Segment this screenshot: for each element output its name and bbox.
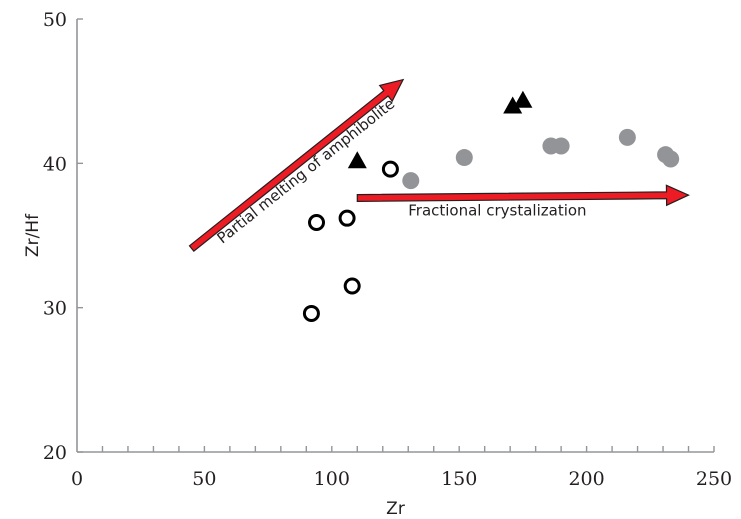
gray-circle-point bbox=[618, 128, 636, 146]
open-circle-point bbox=[343, 277, 361, 295]
fractional-crystallization-arrow bbox=[356, 184, 690, 207]
gray-circle-point bbox=[662, 150, 680, 168]
marks-layer bbox=[302, 90, 680, 322]
gray-circle-point bbox=[552, 137, 570, 155]
gray-circle-point bbox=[402, 172, 420, 190]
open-circle-point bbox=[302, 304, 320, 322]
open-circle-point bbox=[338, 209, 356, 227]
x-tick-label: 0 bbox=[71, 468, 83, 490]
y-tick-label: 30 bbox=[43, 298, 67, 320]
x-tick-label: 50 bbox=[192, 468, 216, 490]
y-tick-label: 50 bbox=[43, 9, 67, 31]
gray-circle-point bbox=[455, 149, 473, 167]
open-circle-point bbox=[381, 160, 399, 178]
x-tick-label: 250 bbox=[696, 468, 732, 490]
axes-layer: 20 30 40 50 0 50 100 150 200 250 bbox=[43, 9, 732, 490]
y-axis-title: Zr/Hf bbox=[23, 213, 43, 257]
partial-melting-arrow bbox=[188, 78, 405, 252]
annotation-layer: Partial melting of amphibolite Fractional… bbox=[188, 78, 690, 252]
triangle-point bbox=[503, 96, 523, 114]
partial-melting-arrow-label: Partial melting of amphibolite bbox=[213, 95, 398, 248]
y-tick-label: 20 bbox=[43, 442, 67, 464]
x-tick-label: 100 bbox=[314, 468, 350, 490]
fractional-crystallization-arrow-label: Fractional crystalization bbox=[408, 201, 586, 219]
triangle-point bbox=[347, 151, 367, 169]
y-tick-label: 40 bbox=[43, 153, 67, 175]
open-circle-point bbox=[308, 214, 326, 232]
x-tick-label: 150 bbox=[441, 468, 477, 490]
x-tick-label: 200 bbox=[568, 468, 604, 490]
triangle-point bbox=[513, 90, 533, 108]
x-axis-title: Zr bbox=[386, 499, 405, 519]
